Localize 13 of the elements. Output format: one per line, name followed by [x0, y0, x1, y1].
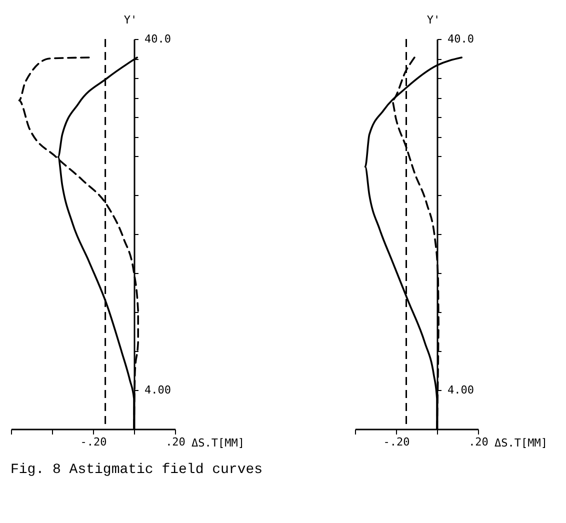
- y-axis-title: Y': [124, 14, 138, 26]
- x-tick-label: -.20: [80, 436, 107, 448]
- x-tick-label: .20: [468, 436, 488, 448]
- y-tick-label: 40.0: [448, 32, 474, 46]
- x-axis-title: ΔS.T[MM]: [494, 436, 548, 450]
- x-tick-label: -.20: [383, 436, 410, 448]
- caption: Fig. 8 Astigmatic field curves: [10, 462, 263, 478]
- x-tick-label: .20: [166, 436, 186, 448]
- x-axis-title: ΔS.T[MM]: [192, 436, 244, 450]
- y-axis-title: Y': [426, 14, 440, 26]
- y-tick-label: 4.00: [144, 384, 171, 396]
- y-tick-label: 4.00: [448, 384, 474, 396]
- y-tick-label: 40.0: [144, 32, 171, 46]
